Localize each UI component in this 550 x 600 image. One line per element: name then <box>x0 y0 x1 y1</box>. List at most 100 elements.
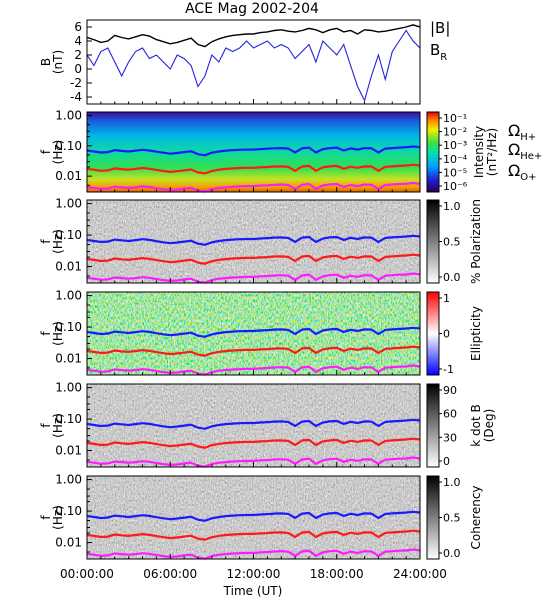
intensity-colorbar <box>426 111 440 193</box>
xtick-label: 00:00:00 <box>60 567 114 581</box>
polarization-gyrofreq-o-plus-line <box>86 272 421 284</box>
kdotb-spectrogram <box>87 384 420 467</box>
kdotb-colorbar-tick-label: 90 <box>443 384 457 397</box>
polarization-ytick-label: 0.01 <box>55 260 82 274</box>
b-ytick-label: 0 <box>74 62 82 76</box>
kdotb-colorbar <box>426 383 440 468</box>
intensity-ylabel: f <box>39 149 53 154</box>
kdotb-ytick-label: 0.01 <box>55 444 82 458</box>
intensity-colorbar-tick-label: 10⁻³ <box>443 139 467 152</box>
ellipticity-colorbar <box>426 291 440 376</box>
xtick-label: 24:00:00 <box>393 567 447 581</box>
ellipticity-ytick-label: 1.00 <box>55 289 82 303</box>
coherency-ylabel: f <box>39 515 53 520</box>
coherency-spectrogram <box>87 476 420 559</box>
ellipticity-colorbar-tick-label: 1 <box>443 292 450 305</box>
xtick-label: 06:00:00 <box>143 567 197 581</box>
ellipticity-spectrogram <box>87 292 420 375</box>
coherency-ytick-label: 0.10 <box>55 504 82 518</box>
b-ytick-label: 6 <box>74 20 82 34</box>
ellipticity-gyrofreq-he-plus-line <box>86 345 421 357</box>
spectral-panel-kdotb: 1.00 0.10 0.01 f(Hz) 90 60 30 0 k dot B (Deg) <box>39 381 496 468</box>
polarization-gyrofreq-h-plus-line <box>86 234 421 246</box>
kdotb-colorbar-label-unit: (Deg) <box>482 409 496 443</box>
b-ylabel: B <box>39 58 53 66</box>
intensity-ylabel-unit: (Hz) <box>51 140 65 165</box>
legend-omega-o-plus: ΩO+ <box>508 161 536 183</box>
b-ytick-label: 2 <box>74 48 82 62</box>
x-axis-label: Time (UT) <box>223 584 283 598</box>
polarization-colorbar-tick-label: 1.0 <box>443 200 461 213</box>
intensity-colorbar-label: Intensity <box>472 126 486 178</box>
coherency-gyrofreq-h-plus-line <box>86 510 421 522</box>
b-series-line-b-magnitude <box>87 24 420 48</box>
ellipticity-colorbar-tick-label: -1 <box>443 363 454 376</box>
polarization-ylabel: f <box>39 239 53 244</box>
polarization-colorbar-tick-label: 0.5 <box>443 236 461 249</box>
intensity-ytick-label: 0.10 <box>55 139 82 153</box>
b-ytick-label: -4 <box>70 90 82 104</box>
xtick-label: 18:00:00 <box>310 567 364 581</box>
intensity-colorbar-tick-label: 10⁻⁵ <box>443 166 467 179</box>
kdotb-colorbar-tick-label: 30 <box>443 431 457 444</box>
ellipticity-colorbar-tick-label: 0 <box>443 328 450 341</box>
coherency-colorbar-tick-label: 0.0 <box>443 547 461 560</box>
ellipticity-colorbar-label: Ellipticity <box>469 306 483 361</box>
polarization-ylabel-unit: (Hz) <box>51 229 65 254</box>
kdotb-ytick-label: 1.00 <box>55 381 82 395</box>
coherency-gyrofreq-o-plus-line <box>86 548 421 560</box>
coherency-gyrofreq-he-plus-line <box>86 529 421 541</box>
intensity-ytick-label: 0.01 <box>55 169 82 183</box>
legend-b-r: BR <box>430 41 447 63</box>
xtick-label: 12:00:00 <box>227 567 281 581</box>
panels: 6420-2-4|B|BRB(nT)1.000.100.01f(Hz)10⁻¹1… <box>39 19 542 581</box>
ellipticity-ylabel-unit: (Hz) <box>51 321 65 346</box>
polarization-spectrogram <box>87 200 420 283</box>
kdotb-gyrofreq-he-plus-line <box>86 437 421 449</box>
intensity-colorbar-tick-label: 10⁻¹ <box>443 112 467 125</box>
ellipticity-gyrofreq-h-plus-line <box>86 326 421 338</box>
ellipticity-ytick-label: 0.01 <box>55 352 82 366</box>
kdotb-colorbar-tick-label: 0 <box>443 455 450 468</box>
intensity-colorbar-tick-label: 10⁻⁶ <box>443 180 468 193</box>
polarization-ytick-label: 0.10 <box>55 228 82 242</box>
spectral-panel-intensity: 1.00 0.10 0.01 f(Hz) 10⁻¹10⁻²10⁻³10⁻⁴10⁻⁵10⁻… <box>39 108 499 193</box>
figure-title: ACE Mag 2002-204 <box>185 1 319 17</box>
b-ylabel-unit: (nT) <box>51 50 65 74</box>
spectral-panel-polarization: 1.00 0.10 0.01 f(Hz) 1.0 0.5 0.0 % Polarization <box>39 197 483 284</box>
legend-omega-he-plus: ΩHe+ <box>508 140 542 162</box>
polarization-colorbar <box>426 199 440 284</box>
intensity-gyrofreq-he-plus-line <box>86 163 421 175</box>
coherency-ylabel-unit: (Hz) <box>51 505 65 530</box>
kdotb-ylabel-unit: (Hz) <box>51 413 65 438</box>
coherency-ytick-label: 1.00 <box>55 473 82 487</box>
coherency-ytick-label: 0.01 <box>55 536 82 550</box>
b-ytick-label: 4 <box>74 34 82 48</box>
intensity-colorbar-label-unit: (nT²/Hz) <box>485 128 499 176</box>
ellipticity-gyrofreq-o-plus-line <box>86 364 421 376</box>
intensity-colorbar-tick-label: 10⁻² <box>443 126 467 139</box>
intensity-ytick-label: 1.00 <box>55 108 82 122</box>
polarization-ytick-label: 1.00 <box>55 197 82 211</box>
kdotb-ylabel: f <box>39 423 53 428</box>
ellipticity-ytick-label: 0.10 <box>55 320 82 334</box>
spectral-panel-ellipticity: 1.00 0.10 0.01 f(Hz) 1 0 -1 Ellipticity <box>39 289 483 376</box>
b-series-line-b-r <box>87 29 420 103</box>
intensity-gyrofreq-h-plus-line <box>86 145 421 157</box>
polarization-gyrofreq-he-plus-line <box>86 253 421 265</box>
kdotb-gyrofreq-o-plus-line <box>86 456 421 468</box>
coherency-colorbar-label: Coherency <box>469 485 483 549</box>
kdotb-colorbar-label: k dot B <box>469 404 483 446</box>
kdotb-ytick-label: 0.10 <box>55 412 82 426</box>
polarization-colorbar-label: % Polarization <box>469 199 483 284</box>
kdotb-colorbar-tick-label: 60 <box>443 408 457 421</box>
intensity-colorbar-tick-label: 10⁻⁴ <box>443 153 468 166</box>
b-plot-background <box>87 20 420 104</box>
coherency-colorbar <box>426 475 440 560</box>
coherency-colorbar-tick-label: 0.5 <box>443 512 461 525</box>
polarization-colorbar-tick-label: 0.0 <box>443 271 461 284</box>
spectral-panel-coherency: 1.00 0.10 0.01 f(Hz) 1.0 0.5 0.0 Coherency <box>39 473 483 560</box>
legend-b-magnitude: |B| <box>430 19 450 37</box>
kdotb-gyrofreq-h-plus-line <box>86 418 421 430</box>
